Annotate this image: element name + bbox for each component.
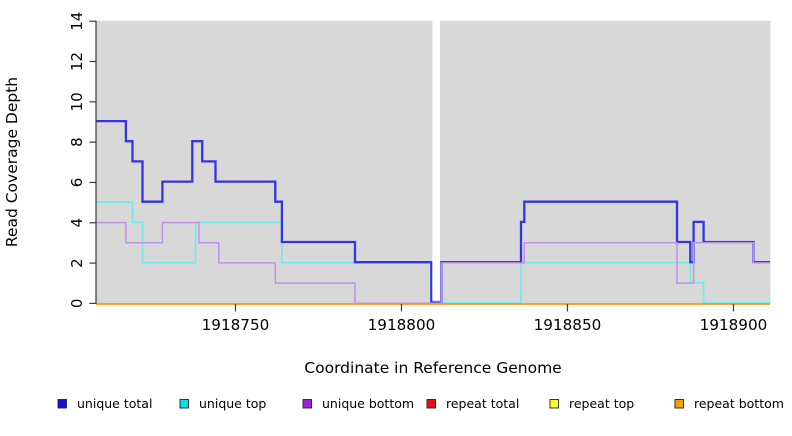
x-tick-label: 1918750 — [202, 316, 270, 334]
y-tick-label: 2 — [68, 258, 86, 268]
legend: unique total unique top unique bottom repea… — [57, 396, 784, 411]
legend-swatch — [179, 399, 189, 409]
y-tick-label: 0 — [68, 299, 86, 309]
plot-area: 0 2 4 6 8 10 12 14 1918750 1918800 1918850 1918900 — [68, 12, 771, 334]
legend-label: unique bottom — [322, 396, 414, 411]
y-tick-label: 6 — [68, 178, 86, 188]
legend-label: unique total — [77, 396, 152, 411]
x-axis-title: Coordinate in Reference Genome — [304, 359, 561, 377]
y-tick-label: 14 — [68, 12, 86, 31]
legend-label: repeat top — [569, 396, 634, 411]
x-tick-label: 1918900 — [700, 316, 768, 334]
y-axis-title: Read Coverage Depth — [3, 77, 21, 247]
series-line-unique-bottom — [96, 221, 770, 305]
legend-item-repeat-total: repeat total — [426, 396, 519, 411]
coverage-gap-band — [432, 20, 440, 301]
legend-item-unique-bottom: unique bottom — [302, 396, 414, 411]
y-tick-label: 4 — [68, 218, 86, 228]
legend-item-repeat-top: repeat top — [549, 396, 634, 411]
legend-item-repeat-bottom: repeat bottom — [674, 396, 784, 411]
legend-swatch — [57, 399, 67, 409]
legend-label: unique top — [199, 396, 266, 411]
legend-item-unique-total: unique total — [57, 396, 152, 411]
y-tick-label: 10 — [68, 92, 86, 111]
y-tick-label: 12 — [68, 52, 86, 71]
legend-label: repeat total — [446, 396, 519, 411]
legend-swatch — [426, 399, 436, 409]
x-tick-label: 1918850 — [534, 316, 602, 334]
legend-item-unique-top: unique top — [179, 396, 266, 411]
legend-label: repeat bottom — [694, 396, 784, 411]
y-tick-label: 8 — [68, 137, 86, 147]
legend-swatch — [302, 399, 312, 409]
legend-swatch — [549, 399, 559, 409]
x-tick-label: 1918800 — [368, 316, 436, 334]
legend-swatch — [674, 399, 684, 409]
series-line-unique-total — [96, 119, 770, 304]
